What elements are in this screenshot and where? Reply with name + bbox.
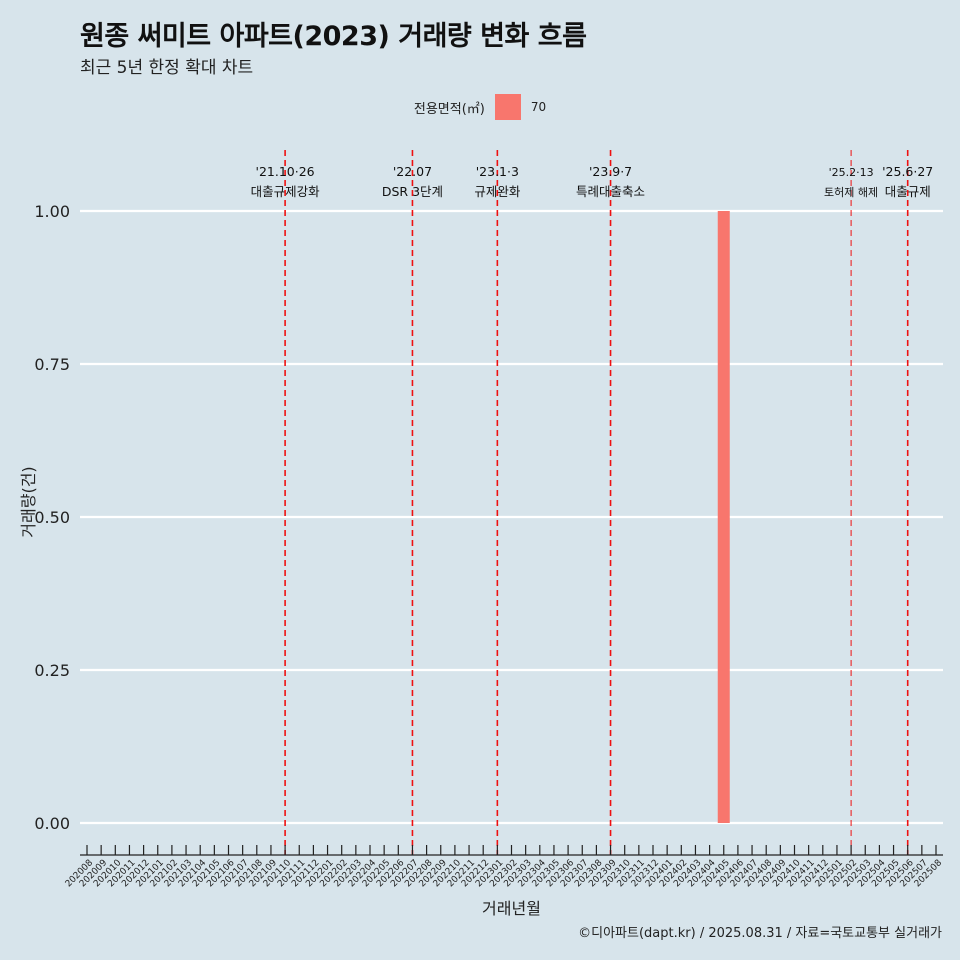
- event-date: '23.9·7: [589, 164, 632, 179]
- event-label: 규제완화: [474, 184, 521, 199]
- legend-swatch: [494, 94, 521, 120]
- y-tick-label: 1.00: [34, 202, 70, 221]
- y-tick-label: 0.00: [34, 814, 70, 833]
- legend-title: 전용면적(㎡): [413, 101, 485, 117]
- y-axis-title: 거래량(건): [19, 466, 38, 537]
- event-date: '25.6·27: [882, 164, 933, 179]
- event-date: '21.10·26: [256, 164, 315, 179]
- y-tick-label: 0.50: [34, 508, 70, 527]
- event-label: 특례대출축소: [576, 184, 645, 199]
- event-date: '25.2·13: [829, 166, 874, 179]
- event-date: '22.07: [393, 164, 432, 179]
- legend-value: 70: [530, 100, 547, 114]
- chart-title: 원종 써미트 아파트(2023) 거래량 변화 흐름: [80, 21, 587, 52]
- event-label: 토허제 해제: [824, 185, 878, 199]
- event-label: 대출규제: [885, 184, 931, 199]
- event-label: 대출규제강화: [251, 184, 321, 199]
- x-axis-title: 거래년월: [482, 899, 541, 918]
- chart-caption: ©디아파트(dapt.kr) / 2025.08.31 / 자료=국토교통부 실…: [578, 926, 942, 941]
- y-tick-label: 0.75: [34, 355, 70, 374]
- chart-subtitle: 최근 5년 한정 확대 차트: [80, 58, 254, 78]
- bar: [717, 211, 730, 823]
- event-label: DSR 3단계: [382, 184, 443, 199]
- y-tick-label: 0.25: [34, 661, 70, 680]
- event-date: '23.1·3: [476, 164, 519, 179]
- legend: 전용면적(㎡) 70: [0, 94, 960, 120]
